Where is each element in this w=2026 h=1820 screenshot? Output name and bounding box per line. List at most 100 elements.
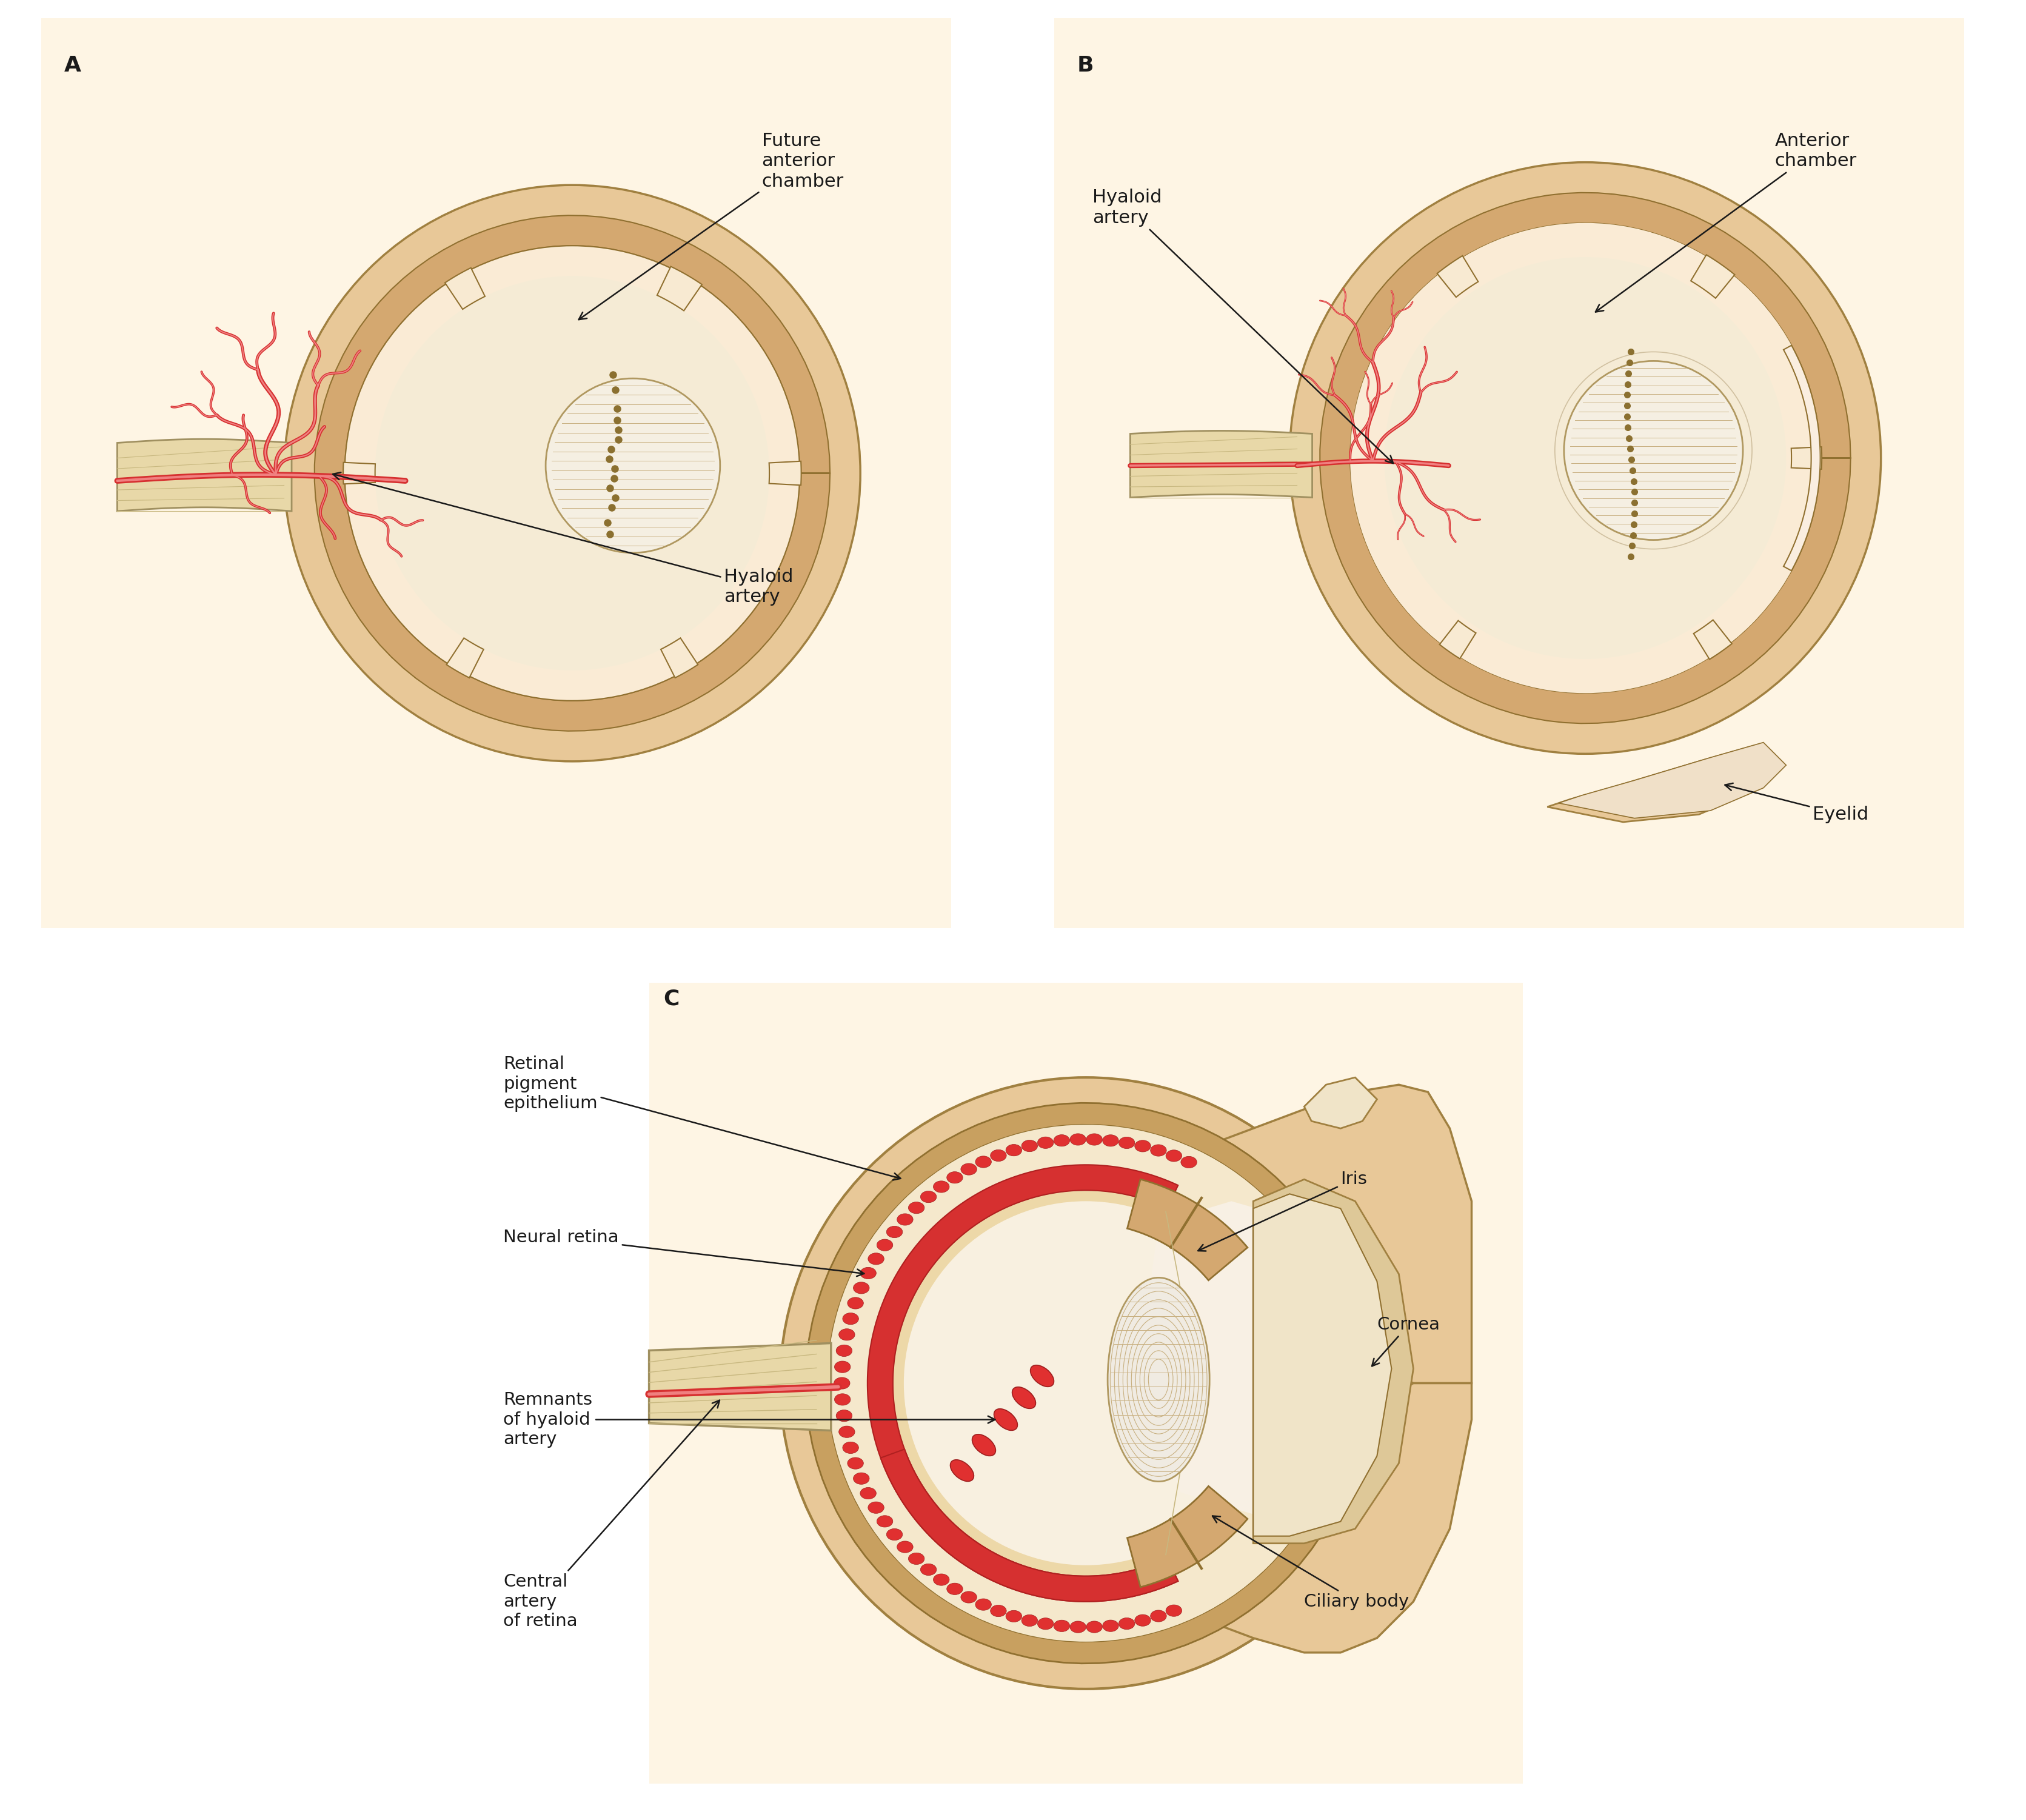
Ellipse shape <box>877 1516 893 1527</box>
Polygon shape <box>1254 1179 1414 1543</box>
Polygon shape <box>1254 1194 1392 1536</box>
Polygon shape <box>1436 257 1479 297</box>
Polygon shape <box>660 639 697 677</box>
Polygon shape <box>1131 431 1313 497</box>
Polygon shape <box>468 946 1558 1820</box>
Text: Retinal
pigment
epithelium: Retinal pigment epithelium <box>502 1056 900 1179</box>
Text: B: B <box>1078 55 1094 75</box>
Polygon shape <box>41 18 952 928</box>
Polygon shape <box>1054 18 1965 928</box>
Ellipse shape <box>934 1574 950 1585</box>
Polygon shape <box>1440 621 1475 659</box>
Circle shape <box>1289 162 1880 753</box>
Ellipse shape <box>991 1605 1007 1616</box>
Text: Ciliary body: Ciliary body <box>1212 1516 1410 1611</box>
Circle shape <box>284 186 861 761</box>
Polygon shape <box>806 1103 1366 1663</box>
Ellipse shape <box>995 1409 1017 1431</box>
Ellipse shape <box>1031 1365 1054 1387</box>
Ellipse shape <box>1118 1138 1135 1148</box>
Ellipse shape <box>1054 1620 1070 1633</box>
Ellipse shape <box>960 1163 977 1176</box>
Circle shape <box>375 277 770 670</box>
Ellipse shape <box>908 1552 924 1565</box>
Polygon shape <box>1126 1179 1248 1279</box>
Ellipse shape <box>1181 1156 1197 1168</box>
Ellipse shape <box>975 1156 991 1168</box>
Polygon shape <box>1791 448 1821 470</box>
Ellipse shape <box>898 1214 914 1225</box>
Polygon shape <box>1126 1487 1248 1587</box>
Ellipse shape <box>1021 1139 1037 1152</box>
Circle shape <box>545 379 719 553</box>
Ellipse shape <box>1037 1618 1054 1629</box>
Polygon shape <box>1694 621 1732 659</box>
Text: C: C <box>665 988 679 1008</box>
Text: Remnants
of hyaloid
artery: Remnants of hyaloid artery <box>502 1392 995 1447</box>
Text: Central
artery
of retina: Central artery of retina <box>502 1400 719 1629</box>
Ellipse shape <box>920 1563 936 1576</box>
Ellipse shape <box>861 1267 875 1279</box>
Polygon shape <box>770 460 800 486</box>
Ellipse shape <box>934 1181 950 1192</box>
Ellipse shape <box>1005 1611 1021 1622</box>
Ellipse shape <box>946 1583 962 1594</box>
Circle shape <box>780 1077 1392 1689</box>
Ellipse shape <box>1151 1145 1167 1156</box>
Text: Cornea: Cornea <box>1372 1316 1440 1367</box>
Ellipse shape <box>1108 1278 1210 1481</box>
Polygon shape <box>118 439 292 511</box>
Ellipse shape <box>975 1598 991 1611</box>
Ellipse shape <box>1070 1134 1086 1145</box>
Circle shape <box>344 246 800 701</box>
Ellipse shape <box>991 1150 1007 1161</box>
Polygon shape <box>648 1343 831 1431</box>
Ellipse shape <box>972 1434 995 1456</box>
Ellipse shape <box>839 1427 855 1438</box>
Polygon shape <box>314 215 831 732</box>
Ellipse shape <box>1086 1622 1102 1633</box>
Ellipse shape <box>837 1411 853 1421</box>
Circle shape <box>1564 360 1742 541</box>
Ellipse shape <box>853 1281 869 1294</box>
Text: Iris: Iris <box>1197 1170 1368 1250</box>
Ellipse shape <box>887 1529 902 1540</box>
Polygon shape <box>1558 743 1787 819</box>
Circle shape <box>1349 224 1819 693</box>
Ellipse shape <box>853 1472 869 1485</box>
Ellipse shape <box>960 1591 977 1603</box>
Ellipse shape <box>1102 1134 1118 1147</box>
Ellipse shape <box>835 1361 851 1372</box>
Ellipse shape <box>867 1252 883 1265</box>
Ellipse shape <box>1086 1134 1102 1145</box>
Ellipse shape <box>950 1460 975 1481</box>
Polygon shape <box>446 639 484 677</box>
Ellipse shape <box>847 1458 863 1469</box>
Polygon shape <box>1137 1201 1341 1514</box>
Ellipse shape <box>898 1542 914 1552</box>
Text: A: A <box>65 55 81 75</box>
Ellipse shape <box>1102 1620 1118 1633</box>
Ellipse shape <box>837 1345 853 1356</box>
Polygon shape <box>656 266 701 311</box>
Circle shape <box>1384 257 1787 659</box>
Polygon shape <box>893 1190 1167 1576</box>
Ellipse shape <box>847 1298 863 1309</box>
Polygon shape <box>1195 1085 1471 1383</box>
Ellipse shape <box>1135 1614 1151 1625</box>
Ellipse shape <box>920 1190 936 1203</box>
Polygon shape <box>881 1449 1177 1602</box>
Polygon shape <box>446 268 484 309</box>
Ellipse shape <box>843 1312 859 1325</box>
Text: Neural retina: Neural retina <box>502 1229 863 1276</box>
Text: Anterior
chamber: Anterior chamber <box>1596 133 1856 311</box>
Text: Eyelid: Eyelid <box>1724 783 1868 823</box>
Ellipse shape <box>1135 1141 1151 1152</box>
Text: Hyaloid
artery: Hyaloid artery <box>332 473 794 606</box>
Ellipse shape <box>1070 1622 1086 1633</box>
Ellipse shape <box>835 1378 851 1389</box>
Ellipse shape <box>887 1227 902 1238</box>
Polygon shape <box>1548 746 1775 823</box>
Polygon shape <box>648 983 1524 1784</box>
Ellipse shape <box>867 1502 883 1514</box>
